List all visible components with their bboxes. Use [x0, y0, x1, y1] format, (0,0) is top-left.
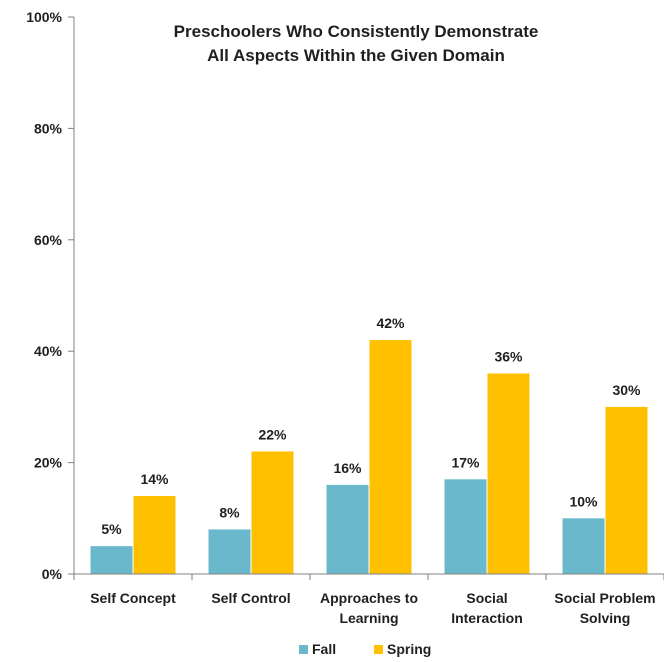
legend-swatch-spring	[374, 645, 383, 654]
data-label: 30%	[612, 382, 641, 398]
bar-spring	[133, 496, 176, 574]
bar-spring	[369, 340, 412, 574]
data-label: 5%	[101, 521, 122, 537]
legend-swatch-fall	[299, 645, 308, 654]
category-label: Self Concept	[90, 590, 176, 606]
bars	[90, 340, 648, 574]
y-tick-label: 0%	[42, 566, 63, 582]
data-label: 36%	[494, 348, 523, 364]
chart-title-line: Preschoolers Who Consistently Demonstrat…	[174, 22, 539, 41]
bar-spring	[605, 406, 648, 574]
category-label: Social Problem	[554, 590, 655, 606]
chart-title-line: All Aspects Within the Given Domain	[207, 46, 505, 65]
bar-fall	[208, 529, 251, 574]
data-label: 16%	[333, 460, 362, 476]
data-labels: 5% 14% 8% 22% 16% 42% 17% 36% 10% 30%	[101, 315, 641, 537]
y-axis: 0% 20% 40% 60% 80% 100%	[26, 9, 75, 582]
legend-label-fall: Fall	[312, 641, 336, 657]
category-label: Social	[466, 590, 507, 606]
category-label: Self Control	[211, 590, 290, 606]
bar-spring	[251, 451, 294, 574]
bar-fall	[326, 484, 369, 574]
data-label: 10%	[569, 493, 598, 509]
bar-fall	[444, 479, 487, 574]
category-label: Approaches to	[320, 590, 418, 606]
y-tick-label: 20%	[34, 455, 63, 471]
data-label: 17%	[451, 454, 480, 470]
chart-title: Preschoolers Who Consistently Demonstrat…	[174, 22, 539, 65]
data-label: 22%	[258, 426, 287, 442]
bar-spring	[487, 373, 530, 574]
legend: Fall Spring	[299, 641, 431, 657]
data-label: 42%	[376, 315, 405, 331]
y-tick-label: 80%	[34, 120, 63, 136]
category-label: Learning	[339, 610, 398, 626]
y-tick-label: 60%	[34, 232, 63, 248]
bar-fall	[90, 546, 133, 574]
x-axis: Self Concept Self Control Approaches to Lea…	[73, 573, 664, 626]
legend-label-spring: Spring	[387, 641, 431, 657]
data-label: 14%	[140, 471, 169, 487]
bar-fall	[562, 518, 605, 574]
data-label: 8%	[219, 504, 240, 520]
category-label: Interaction	[451, 610, 523, 626]
category-label: Solving	[580, 610, 631, 626]
y-tick-label: 100%	[26, 9, 62, 25]
y-tick-label: 40%	[34, 343, 63, 359]
